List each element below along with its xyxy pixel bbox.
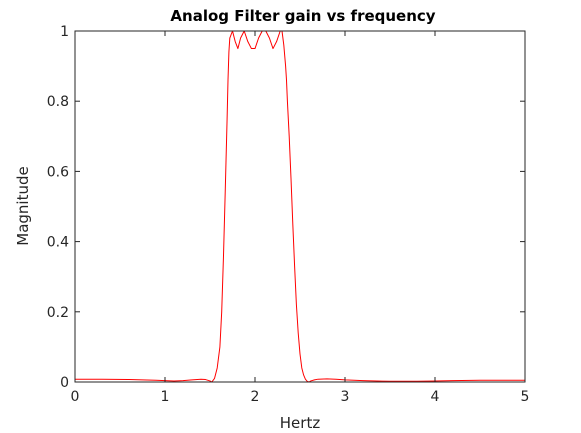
- plot-background: [75, 31, 525, 382]
- x-tick-label: 0: [71, 389, 80, 405]
- series-line-0: [75, 30, 525, 383]
- x-axis-label: Hertz: [280, 414, 321, 432]
- chart-title: Analog Filter gain vs frequency: [170, 7, 435, 25]
- y-tick-label: 0.8: [47, 94, 69, 110]
- x-tick-label: 4: [431, 389, 440, 405]
- y-axis-label: Magnitude: [14, 166, 32, 245]
- x-axis: 0 1 2 3 4 5: [71, 31, 530, 405]
- y-tick-label: 0.2: [47, 305, 69, 321]
- series-layer: [75, 30, 525, 383]
- x-tick-label: 2: [251, 389, 260, 405]
- y-tick-label: 0: [60, 375, 69, 391]
- plot-frame: [74, 30, 526, 383]
- y-tick-label: 0.6: [47, 164, 69, 180]
- y-tick-label: 0.4: [47, 235, 69, 251]
- y-axis: 0 0.2 0.4 0.6 0.8 1: [47, 24, 525, 391]
- y-tick-label: 1: [60, 24, 69, 40]
- x-tick-label: 5: [521, 389, 530, 405]
- x-tick-label: 3: [341, 389, 350, 405]
- x-tick-label: 1: [161, 389, 170, 405]
